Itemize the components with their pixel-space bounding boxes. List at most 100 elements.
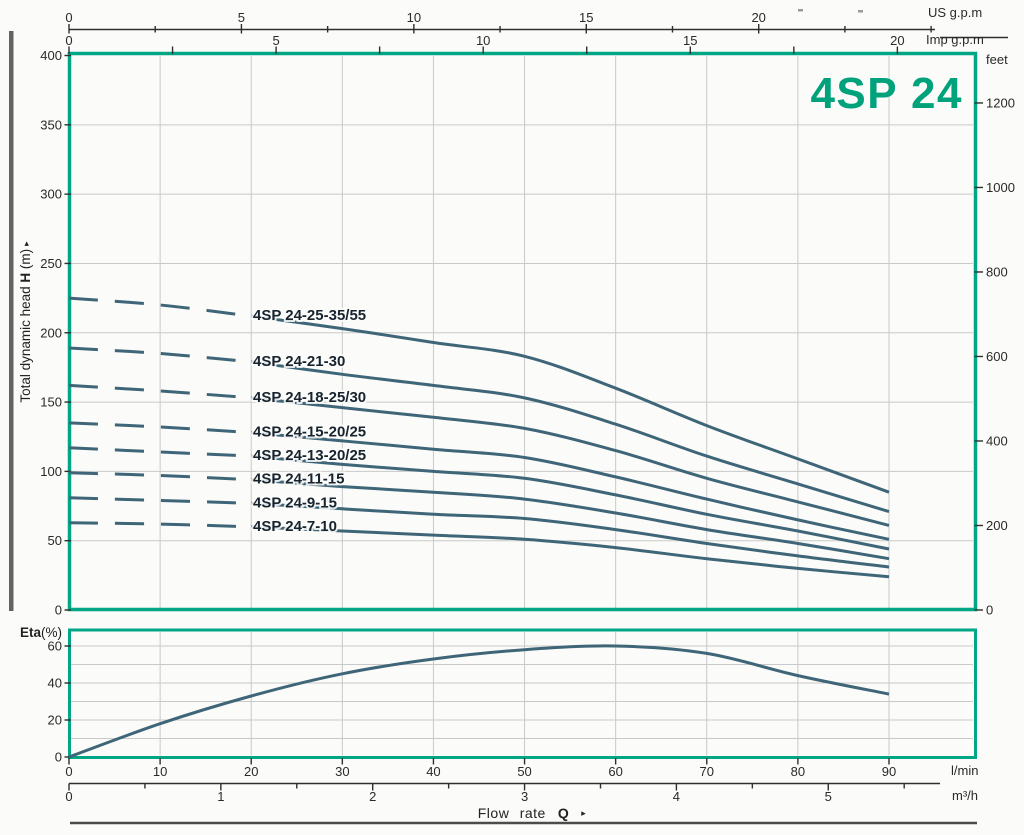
- lmin-tick-label: 40: [426, 764, 440, 779]
- pump-model-label: 4SP 24-11-15: [253, 471, 344, 488]
- lmin-tick-label: 0: [65, 764, 72, 779]
- pump-model-label: 4SP 24-25-35/55: [253, 307, 366, 324]
- pump-curve: [68, 471, 890, 561]
- axis-artifact-dot: [798, 9, 803, 12]
- us-gpm-tick-label: 0: [65, 10, 72, 25]
- chart-title: 4SP 24: [810, 69, 963, 118]
- eta-curve-path: [68, 644, 890, 759]
- main-chart-frame: [67, 51, 978, 612]
- feet-axis-tick-label: 0: [986, 603, 993, 618]
- feet-axis-tick-label: 1200: [986, 95, 1015, 110]
- imp-gpm-tick-label: 0: [65, 33, 72, 48]
- eta-axis-tick-label: 0: [55, 750, 62, 765]
- flow-rate-label-text: Flow rate: [478, 805, 546, 821]
- pump-curve-dashed-segment: [68, 421, 252, 435]
- lmin-tick-label: 90: [882, 764, 896, 779]
- lmin-tick-label: 20: [244, 764, 258, 779]
- feet-unit-label: feet: [986, 52, 1008, 67]
- axis-artifact-dots: [798, 9, 863, 13]
- feet-axis-tick-label: 200: [986, 518, 1008, 533]
- us-gpm-tick-label: 10: [407, 10, 421, 25]
- pump-curve-dashed-segment: [68, 496, 252, 505]
- eta-axis-tick-label: 60: [48, 639, 62, 654]
- m3h-tick-label: 3: [521, 789, 528, 804]
- m3h-tick-label: 1: [217, 789, 224, 804]
- flow-rate-arrow-icon: ▸: [581, 808, 586, 818]
- eta-axis-tick-label: 20: [48, 713, 62, 728]
- lmin-tick-label: 30: [335, 764, 349, 779]
- axis-artifact-dot: [858, 10, 863, 13]
- m3h-unit-label: m³/h: [952, 788, 978, 803]
- pump-model-label: 4SP 24-15-20/25: [253, 424, 366, 441]
- pump-curve-dashed-segment: [68, 446, 252, 458]
- lmin-tick-label: 50: [517, 764, 531, 779]
- imp-gpm-tick-label: 5: [272, 33, 279, 48]
- head-axis-tick-label: 0: [55, 603, 62, 618]
- eta-chart-frame: [68, 628, 977, 759]
- pump-curve: [68, 383, 890, 527]
- pump-curve-dashed-segment: [68, 383, 252, 400]
- pump-model-label: 4SP 24-21-30: [253, 353, 345, 370]
- pump-curve-solid-segment: [251, 478, 890, 561]
- eta-axis-label-bold: Eta: [20, 625, 42, 640]
- head-axis-label-prefix: Total dynamic head: [18, 283, 33, 403]
- eta-axis-tick-label: 40: [48, 676, 62, 691]
- imp-gpm-tick-label: 15: [683, 33, 697, 48]
- lmin-tick-label: 10: [153, 764, 167, 779]
- lmin-tick-label: 80: [791, 764, 805, 779]
- pump-curve-solid-segment: [251, 501, 890, 569]
- pump-curve-dashed-segment: [68, 346, 252, 364]
- pump-curve-solid-segment: [251, 525, 890, 579]
- pump-curve-solid-segment: [251, 360, 890, 514]
- axis-ticks-and-labels: 0 5 10 15 200 5 10 15 20050100150200250300350400…: [40, 10, 1015, 804]
- head-axis-arrow-icon: ▸: [21, 241, 31, 246]
- pump-curve-dashed-segment: [68, 296, 252, 318]
- us-gpm-tick-label: 15: [579, 10, 593, 25]
- feet-axis-tick-label: 600: [986, 349, 1008, 364]
- head-axis-label-unit: (m): [18, 249, 33, 273]
- efficiency-curve: [68, 644, 890, 759]
- us-gpm-unit-label: US g.p.m: [928, 5, 982, 20]
- pump-model-label: 4SP 24-13-20/25: [253, 447, 366, 464]
- pump-curve: [68, 496, 890, 569]
- head-axis-tick-label: 300: [40, 187, 62, 202]
- eta-axis-label-rest: (%): [41, 625, 62, 640]
- m3h-tick-label: 4: [673, 789, 680, 804]
- flow-rate-label-symbol: Q: [558, 805, 569, 821]
- pump-curve: [68, 296, 890, 494]
- feet-axis-tick-label: 400: [986, 433, 1008, 448]
- feet-axis-tick-label: 1000: [986, 180, 1015, 195]
- pump-curve-solid-segment: [251, 431, 890, 541]
- pump-head-curves: [68, 296, 890, 579]
- pump-model-label: 4SP 24-18-25/30: [253, 389, 366, 406]
- pump-model-label: 4SP 24-9-15: [253, 494, 337, 511]
- pump-curve-solid-segment: [250, 314, 890, 494]
- pump-curve: [68, 421, 890, 541]
- pump-curve: [68, 521, 890, 579]
- pump-model-label: 4SP 24-7-10: [253, 518, 337, 535]
- head-axis-tick-label: 50: [48, 533, 62, 548]
- imp-gpm-unit-label: Imp g.p.m: [926, 32, 984, 47]
- pump-curve: [68, 346, 890, 514]
- lmin-tick-label: 60: [608, 764, 622, 779]
- gridlines: [71, 56, 973, 756]
- lmin-tick-label: 70: [700, 764, 714, 779]
- pump-curve: [68, 446, 890, 551]
- head-axis-tick-label: 350: [40, 117, 62, 132]
- head-axis-tick-label: 200: [40, 325, 62, 340]
- us-gpm-tick-label: 5: [238, 10, 245, 25]
- head-axis-tick-label: 150: [40, 395, 62, 410]
- left-margin-bar: [9, 31, 14, 611]
- lmin-unit-label: l/min: [951, 763, 978, 778]
- head-axis-label: Total dynamic head H (m) ▸: [18, 241, 33, 403]
- feet-axis-tick-label: 800: [986, 264, 1008, 279]
- imp-gpm-tick-label: 20: [890, 33, 904, 48]
- head-axis-tick-label: 100: [40, 464, 62, 479]
- m3h-tick-label: 5: [825, 789, 832, 804]
- us-gpm-tick-label: 20: [751, 10, 765, 25]
- pump-curve-solid-segment: [251, 454, 890, 551]
- eta-axis-label: Eta(%): [20, 625, 62, 640]
- flow-rate-axis-label: Flow rate Q ▸: [478, 805, 587, 821]
